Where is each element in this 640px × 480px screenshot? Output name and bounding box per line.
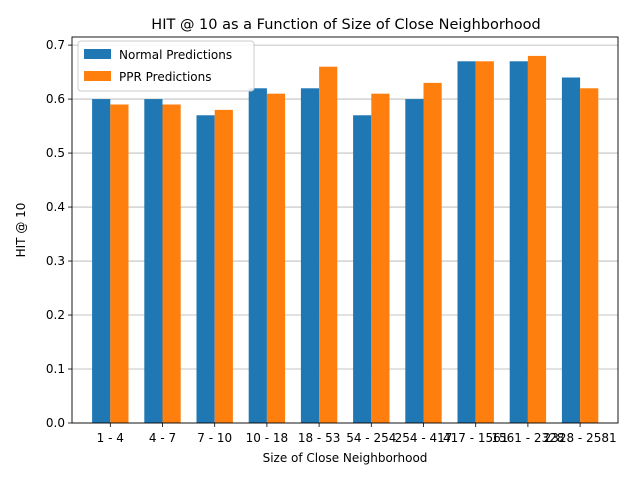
x-axis-label: Size of Close Neighborhood (263, 451, 428, 465)
x-tick-label: 10 - 18 (246, 431, 289, 445)
bar-ppr (266, 93, 286, 424)
bars (92, 55, 599, 424)
legend-swatch-normal (84, 49, 111, 59)
x-tick-label: 54 - 254 (346, 431, 396, 445)
legend-label-normal: Normal Predictions (119, 48, 232, 62)
bar-normal (561, 77, 581, 424)
y-tick-label: 0.4 (46, 200, 65, 214)
bar-ppr (162, 104, 181, 424)
bar-ppr (214, 109, 233, 424)
y-tick-label: 0.7 (46, 38, 65, 52)
bar-ppr (423, 82, 442, 423)
legend-swatch-ppr (84, 71, 111, 81)
bar-normal (300, 88, 320, 423)
chart-title: HIT @ 10 as a Function of Size of Close … (151, 17, 540, 33)
bar-ppr (319, 66, 338, 423)
y-axis-ticks: 0.0 0.1 0.2 0.3 0.4 0.5 0.6 0.7 (46, 38, 72, 430)
bar-normal (92, 99, 111, 423)
bar-normal (144, 99, 163, 423)
bar-normal (196, 115, 215, 423)
x-axis-ticks: 1 - 4 4 - 7 7 - 10 10 - 18 18 - 53 54 - 25425… (97, 423, 617, 445)
y-axis-label: HIT @ 10 (14, 203, 28, 258)
x-tick-label: 4 - 7 (149, 431, 176, 445)
bar-normal (353, 115, 372, 423)
x-tick-label: 417 - 1561 (443, 431, 508, 445)
x-tick-label: 254 - 417 (395, 431, 453, 445)
bar-normal (405, 99, 424, 423)
bar-ppr (580, 88, 599, 423)
x-tick-label: 2328 - 2581 (544, 431, 617, 445)
bar-ppr (475, 61, 494, 424)
legend-label-ppr: PPR Predictions (119, 70, 212, 84)
bar-ppr (527, 55, 547, 423)
legend-box (77, 40, 255, 92)
y-tick-label: 0.0 (46, 416, 65, 430)
bar-ppr (371, 93, 390, 424)
y-tick-label: 0.6 (46, 92, 65, 106)
x-tick-label: 7 - 10 (197, 431, 232, 445)
bar-ppr (110, 104, 129, 424)
y-tick-label: 0.5 (46, 146, 65, 160)
bar-normal (509, 61, 528, 424)
bar-normal (457, 61, 476, 424)
y-tick-label: 0.3 (46, 254, 65, 268)
x-tick-label: 1561 - 2328 (491, 431, 564, 445)
bar-normal (248, 88, 267, 423)
legend: Normal Predictions PPR Predictions (77, 40, 255, 92)
x-tick-label: 18 - 53 (298, 431, 341, 445)
y-tick-label: 0.1 (46, 362, 65, 376)
y-tick-label: 0.2 (46, 308, 65, 322)
x-tick-label: 1 - 4 (97, 431, 124, 445)
axes-frame (71, 36, 619, 424)
